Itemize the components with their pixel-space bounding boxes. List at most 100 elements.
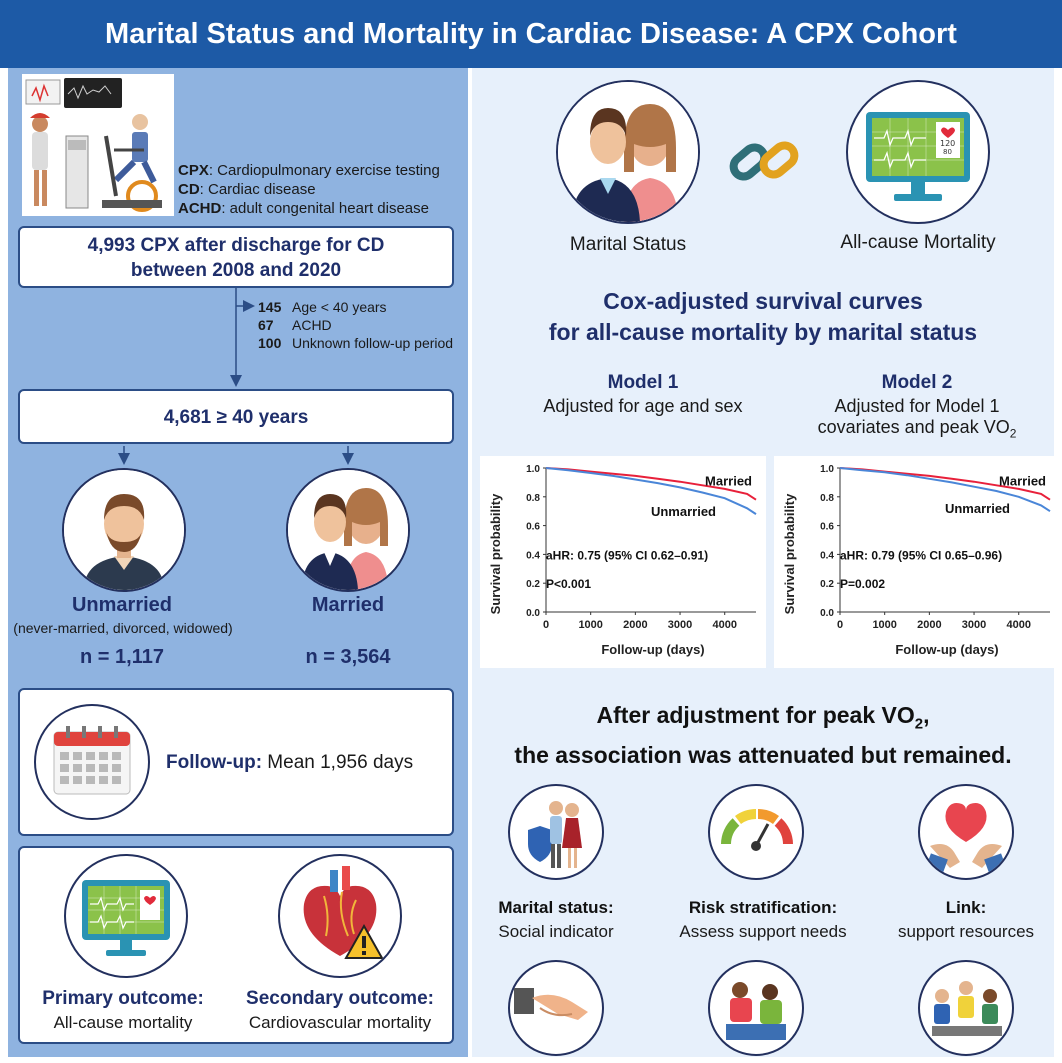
- survival-chart-2: 0.0 0.2 0.4 0.6 0.8 1.0 0 1000 2000 3000 4000 Follo…: [782, 464, 1051, 657]
- abbreviation-list: CPX: Cardiopulmonary exercise testing CD…: [178, 161, 468, 218]
- y-tick-label: 0.0: [820, 608, 834, 619]
- y-tick-label: 0.8: [820, 493, 834, 504]
- secondary-outcome-label: Secondary outcome:: [246, 988, 434, 1009]
- primary-outcome-label: Primary outcome:: [42, 988, 204, 1009]
- x-tick-label: 4000: [1006, 619, 1030, 631]
- unmarried-avatar: [62, 468, 186, 592]
- svg-text:80: 80: [943, 148, 952, 156]
- implication-1-desc: Social indicator: [498, 922, 614, 941]
- primary-outcome-value: All-cause mortality: [53, 1013, 193, 1032]
- series-line-unmarried: [545, 467, 757, 515]
- conclusion-line1: After adjustment for peak VO2,: [596, 702, 930, 733]
- x-tick-label: 3000: [962, 619, 986, 631]
- x-tick-label: 2000: [623, 619, 647, 631]
- chart-model2: 0.0 0.2 0.4 0.6 0.8 1.0 0 1000 2000 3000 4000 Follo…: [774, 456, 1056, 668]
- community-group-icon: [918, 960, 1014, 1056]
- gauge-icon: [708, 784, 804, 880]
- couple-avatar: [556, 80, 700, 224]
- exclusion-item: 145 Age < 40 years: [258, 299, 387, 315]
- implication-3-desc: support resources: [897, 922, 1035, 941]
- series-label-unmarried: Unmarried: [651, 504, 716, 519]
- model2-title: Model 2: [881, 372, 953, 393]
- x-tick-label: 2000: [917, 619, 941, 631]
- followup-text: Follow-up: Mean 1,956 days: [166, 752, 413, 774]
- family-shield-icon: [508, 784, 604, 880]
- marital-status-label: Marital Status: [569, 234, 687, 255]
- page-title: Marital Status and Mortality in Cardiac …: [105, 17, 957, 50]
- implication-2-title: Risk stratification:: [688, 898, 838, 917]
- outcomes-box: Primary outcome: All-cause mortality Sec…: [18, 846, 454, 1044]
- chart-model1: 0.0 0.2 0.4 0.6 0.8 1.0 0 1000 2000 3000 4000 Follo…: [480, 456, 766, 668]
- cox-title-line2: for all-cause mortality by marital statu…: [548, 319, 978, 345]
- y-axis-title: Survival probability: [782, 493, 797, 614]
- y-tick-label: 1.0: [526, 464, 540, 475]
- y-tick-label: 0.0: [526, 608, 540, 619]
- cpx-illustration: [22, 74, 174, 216]
- married-label: Married: [311, 594, 385, 616]
- abbrev-item: CPX: Cardiopulmonary exercise testing: [178, 162, 440, 179]
- implication-2: Risk stratification: Assess support need…: [660, 898, 866, 942]
- conclusion-line2: the association was attenuated but remai…: [514, 741, 1012, 768]
- followup-value: Mean 1,956 days: [262, 752, 414, 773]
- x-tick-label: 0: [837, 619, 843, 631]
- secondary-outcome-value: Cardiovascular mortality: [248, 1013, 432, 1032]
- followup-box: Follow-up: Mean 1,956 days: [18, 688, 454, 836]
- cohort-box-line1: 4,993 CPX after discharge for CD: [87, 235, 385, 256]
- heart-hands-icon: [918, 784, 1014, 880]
- x-tick-label: 1000: [872, 619, 896, 631]
- exclusion-item: 100 Unknown follow-up period: [258, 335, 454, 351]
- followup-label: Follow-up:: [166, 752, 263, 773]
- p-value-annotation: P<0.001: [546, 577, 591, 591]
- y-tick-label: 0.4: [526, 550, 540, 561]
- series-line-unmarried: [839, 467, 1051, 513]
- x-tick-label: 4000: [712, 619, 736, 631]
- y-tick-label: 0.6: [526, 522, 540, 533]
- heart-warning-icon: [278, 854, 402, 978]
- implication-2-desc: Assess support needs: [679, 922, 847, 941]
- series-label-unmarried: Unmarried: [945, 501, 1010, 516]
- mortality-monitor-icon: 120 80: [846, 80, 990, 224]
- series-label-married: Married: [999, 474, 1046, 489]
- series-line-married: [545, 467, 757, 501]
- model1-desc: Adjusted for age and sex: [543, 396, 743, 416]
- unmarried-subtitle: (never-married, divorced, widowed): [13, 620, 233, 636]
- support-group-icon: [708, 960, 804, 1056]
- abbrev-item: CD: Cardiac disease: [178, 181, 316, 198]
- eligible-box: 4,681 ≥ 40 years: [18, 389, 454, 444]
- chain-link-icon: [729, 141, 799, 181]
- flow-arrows: [118, 288, 354, 465]
- married-count: n = 3,564: [305, 646, 391, 668]
- y-axis-title: Survival probability: [488, 493, 503, 614]
- exclusion-list: 145 Age < 40 years 67 ACHD 100 Unknown foll…: [258, 298, 468, 352]
- model1-heading: Model 1 Adjusted for age and sex: [500, 372, 786, 417]
- svg-text:120: 120: [940, 139, 955, 148]
- mortality-label: All-cause Mortality: [840, 232, 996, 253]
- handshake-icon: [508, 960, 604, 1056]
- monitor-icon: [64, 854, 188, 978]
- implication-3-title: Link:: [945, 898, 987, 917]
- series-label-married: Married: [705, 474, 752, 489]
- hazard-ratio-annotation: aHR: 0.75 (95% CI 0.62–0.91): [546, 548, 708, 562]
- y-tick-label: 0.6: [820, 522, 834, 533]
- survival-chart-1: 0.0 0.2 0.4 0.6 0.8 1.0 0 1000 2000 3000 4000 Follo…: [488, 464, 757, 657]
- calendar-icon: [34, 704, 150, 820]
- married-avatar: [286, 468, 410, 592]
- x-tick-label: 3000: [668, 619, 692, 631]
- y-tick-label: 0.8: [526, 493, 540, 504]
- p-value-annotation: P=0.002: [840, 577, 885, 591]
- implication-1: Marital status: Social indicator: [476, 898, 636, 942]
- abbrev-item: ACHD: adult congenital heart disease: [178, 200, 429, 217]
- x-tick-label: 1000: [578, 619, 602, 631]
- x-axis-title: Follow-up (days): [601, 642, 704, 657]
- unmarried-count: n = 1,117: [80, 646, 164, 668]
- model2-heading: Model 2 Adjusted for Model 1 covariates …: [780, 372, 1054, 441]
- page-header: Marital Status and Mortality in Cardiac …: [0, 0, 1062, 68]
- eligible-box-text: 4,681 ≥ 40 years: [163, 407, 309, 428]
- implication-1-title: Marital status:: [498, 898, 614, 917]
- model1-title: Model 1: [607, 372, 679, 393]
- cox-title-line1: Cox-adjusted survival curves: [603, 288, 923, 314]
- cohort-box-line2: between 2008 and 2020: [130, 260, 342, 281]
- x-tick-label: 0: [543, 619, 549, 631]
- model2-desc1: Adjusted for Model 1: [834, 396, 1000, 416]
- conclusion: After adjustment for peak VO2, the assoc…: [472, 700, 1054, 771]
